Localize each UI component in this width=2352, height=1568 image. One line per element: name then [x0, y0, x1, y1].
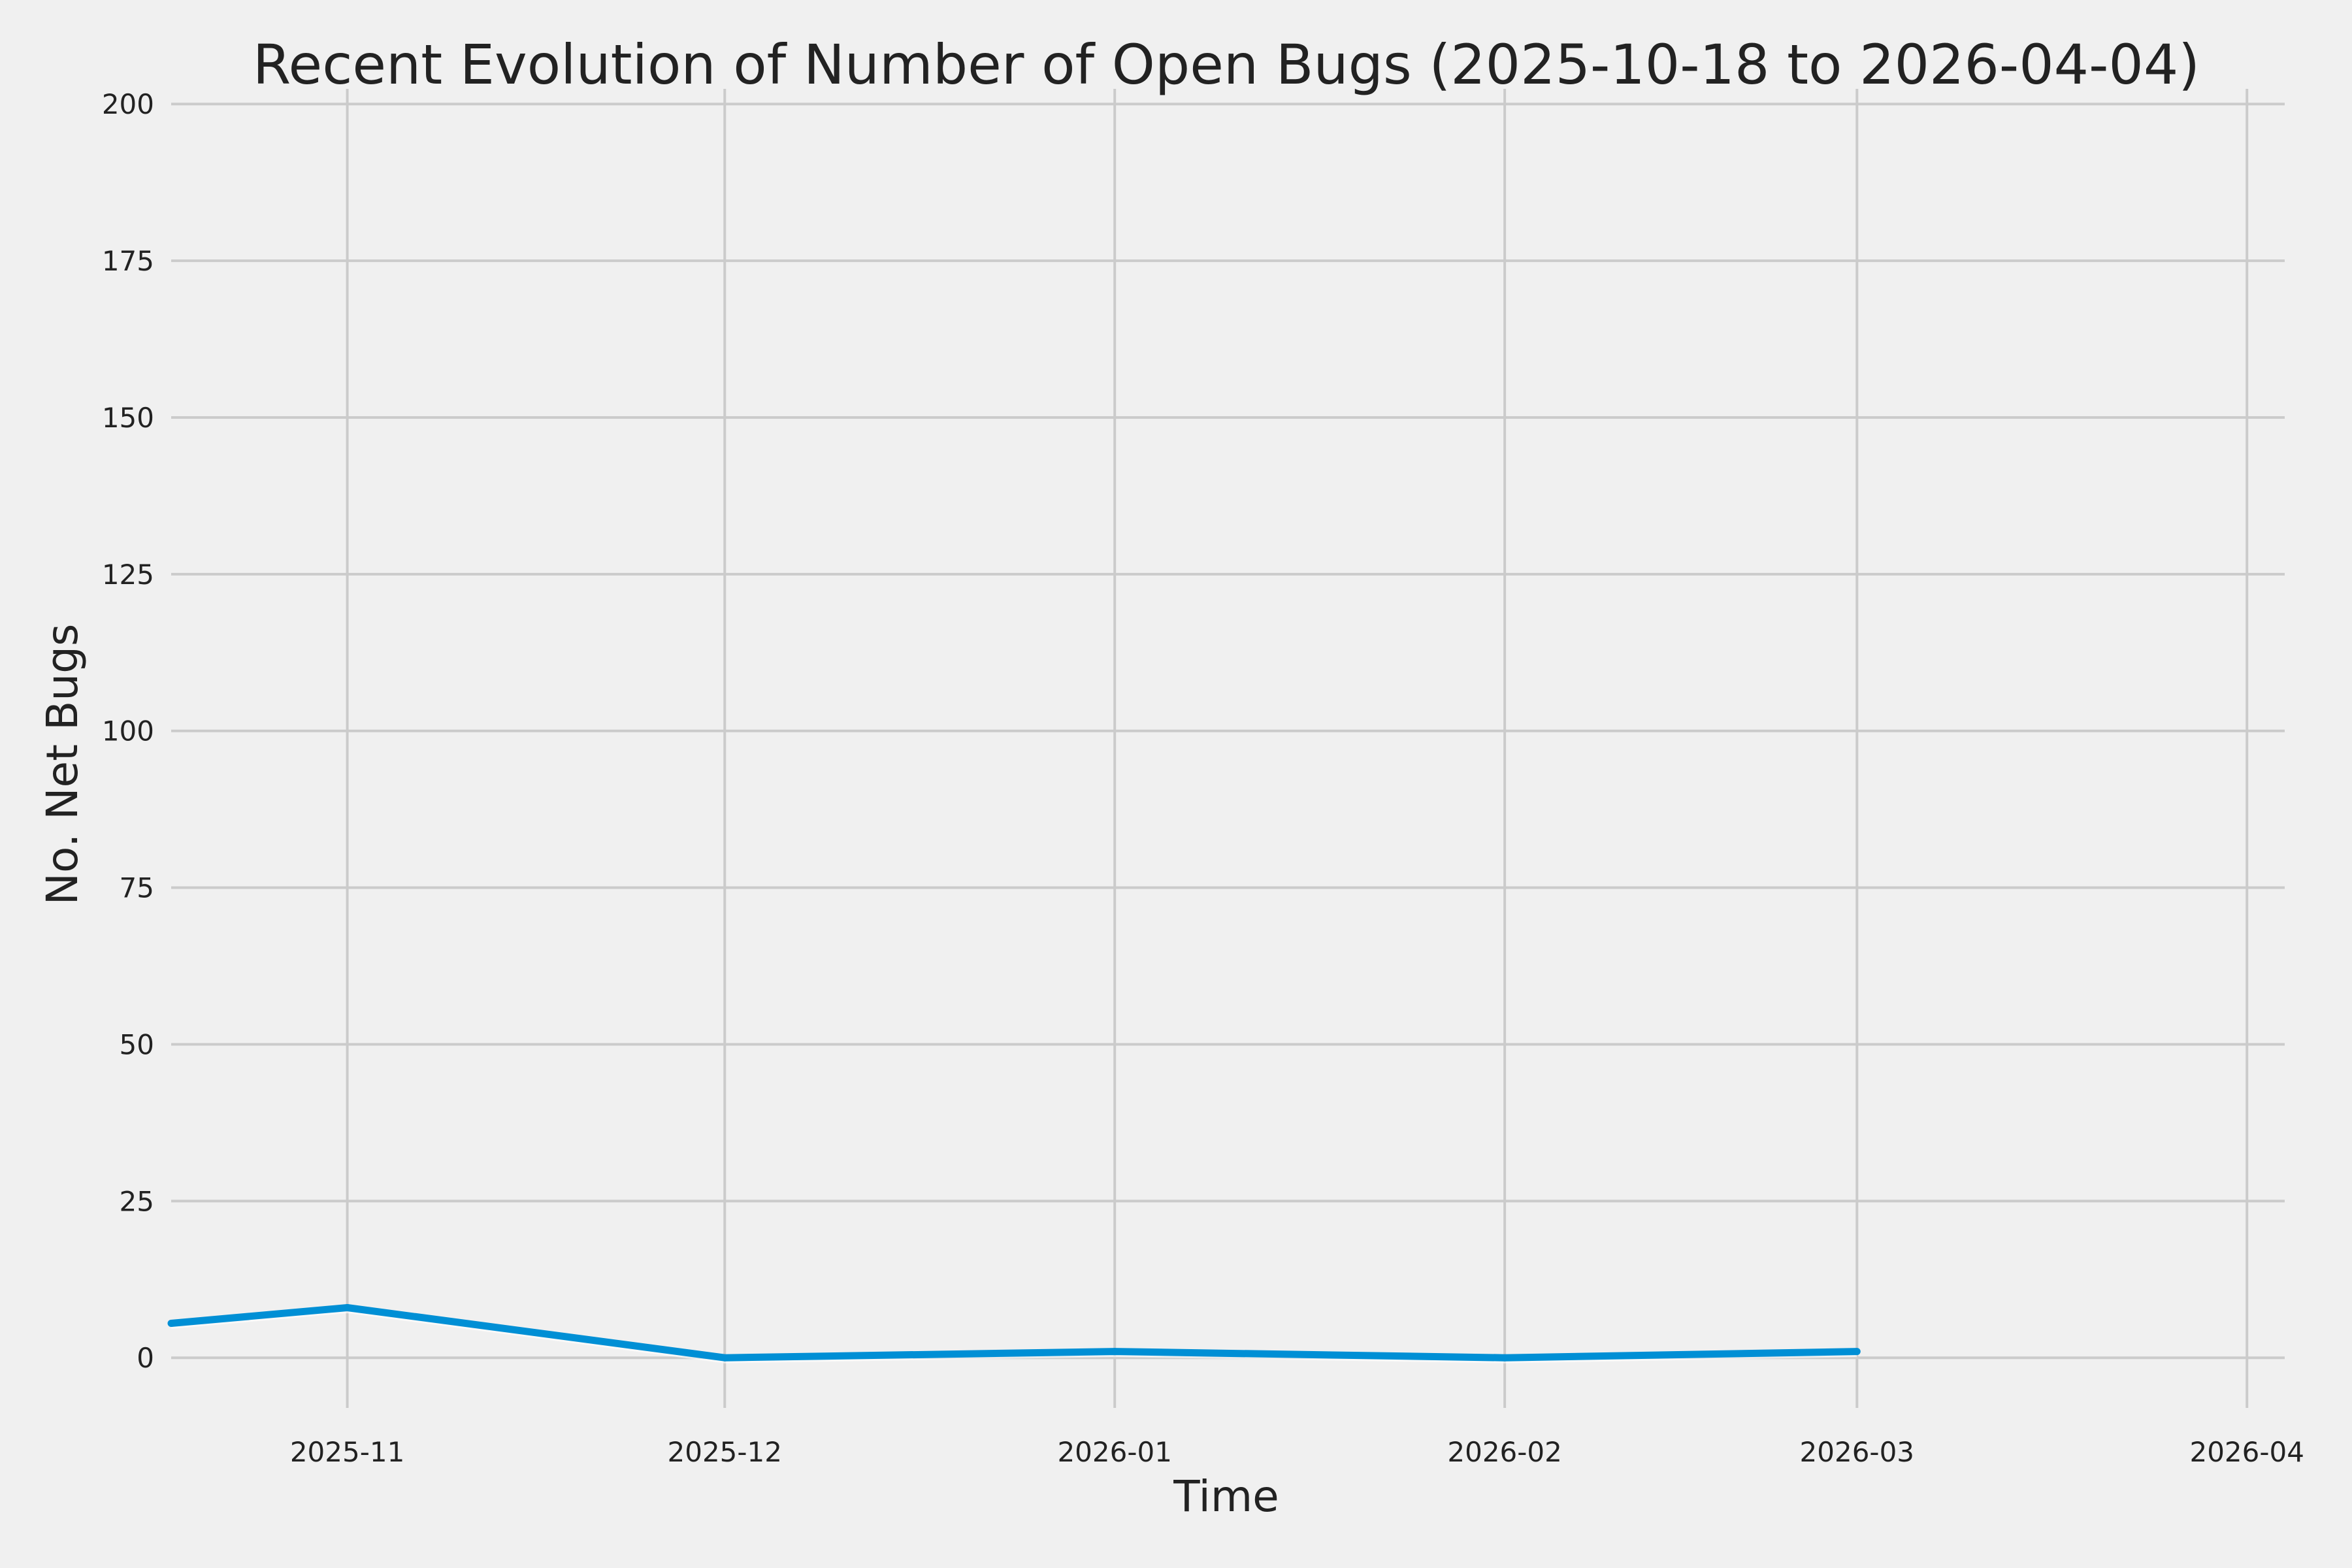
- x-tick-labels: 2025-11 2025-12 2026-01 2026-02 2026-03 2026-…: [290, 1436, 2304, 1468]
- x-tick-label: 2026-01: [1057, 1436, 1172, 1468]
- chart-title: Recent Evolution of Number of Open Bugs …: [253, 33, 2200, 97]
- y-tick-label: 175: [102, 245, 154, 277]
- x-tick-label: 2026-04: [2189, 1436, 2304, 1468]
- grid-lines: [171, 89, 2285, 1408]
- y-tick-label: 0: [137, 1342, 154, 1374]
- series-line: [171, 1304, 1857, 1362]
- x-tick-label: 2026-02: [1447, 1436, 1562, 1468]
- data-point: [1111, 1348, 1119, 1356]
- y-axis-label: No. Net Bugs: [37, 624, 88, 906]
- data-point: [721, 1354, 728, 1362]
- y-tick-label: 200: [102, 88, 154, 120]
- series-layer: [167, 1303, 1861, 1364]
- data-point: [1853, 1348, 1861, 1356]
- data-point: [167, 1319, 175, 1327]
- y-tick-label: 125: [102, 559, 154, 591]
- x-tick-label: 2025-11: [290, 1436, 405, 1468]
- data-point: [344, 1303, 351, 1311]
- y-tick-label: 50: [120, 1028, 154, 1060]
- y-tick-label: 150: [102, 402, 154, 434]
- x-tick-label: 2025-12: [668, 1436, 783, 1468]
- y-tick-label: 100: [102, 715, 154, 747]
- y-tick-labels: 0 25 50 75 100 125 150 175 200: [102, 88, 154, 1374]
- data-point: [1501, 1354, 1509, 1362]
- x-tick-label: 2026-03: [1800, 1436, 1915, 1468]
- y-tick-label: 25: [120, 1185, 154, 1217]
- x-axis-label: Time: [1173, 1471, 1279, 1522]
- y-tick-label: 75: [120, 872, 154, 904]
